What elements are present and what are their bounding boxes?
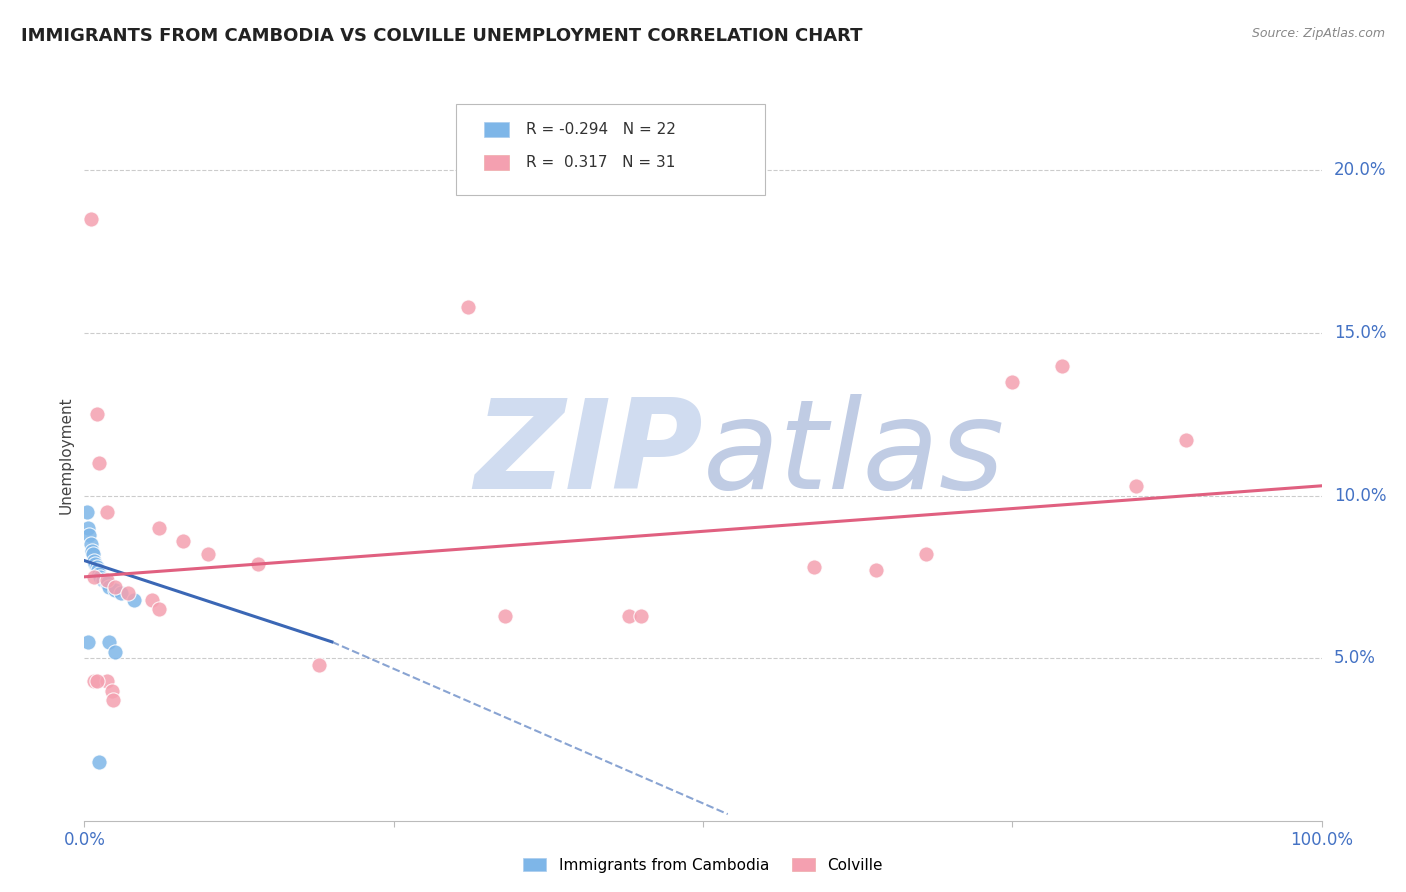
Text: 20.0%: 20.0% [1334,161,1386,179]
Text: ZIP: ZIP [474,394,703,516]
Point [96,576,118,591]
Point [76,505,98,519]
FancyBboxPatch shape [484,122,509,136]
Point [96,673,118,688]
Point [100,683,122,698]
Point [1001,375,1024,389]
Point [630,608,652,623]
Point [1174,434,1197,448]
Point [83,553,105,567]
Point [104,644,127,658]
Point [141,592,163,607]
Point [914,547,936,561]
Point [86,560,108,574]
FancyBboxPatch shape [456,103,765,195]
Point [104,582,127,597]
Point [1125,479,1147,493]
Point [79,527,101,541]
Point [77,635,100,649]
Point [98,580,121,594]
Point [89,456,111,470]
Point [86,673,108,688]
Point [96,573,118,587]
Point [457,300,479,314]
Point [77,521,100,535]
Point [89,570,111,584]
Point [110,586,132,600]
Point [865,563,887,577]
Point [104,580,127,594]
Point [87,563,110,577]
Point [803,560,825,574]
Text: Source: ZipAtlas.com: Source: ZipAtlas.com [1251,27,1385,40]
Text: 10.0%: 10.0% [1334,486,1386,505]
Point [83,673,105,688]
Text: R = -0.294   N = 22: R = -0.294 N = 22 [526,122,676,137]
Point [308,657,330,672]
Point [86,407,108,421]
Point [82,547,104,561]
FancyBboxPatch shape [484,155,509,169]
Text: atlas: atlas [703,394,1005,516]
Y-axis label: Unemployment: Unemployment [58,396,73,514]
Point [617,608,640,623]
Point [172,534,194,549]
Point [98,635,121,649]
Text: 15.0%: 15.0% [1334,324,1386,342]
Point [246,557,269,571]
Text: IMMIGRANTS FROM CAMBODIA VS COLVILLE UNEMPLOYMENT CORRELATION CHART: IMMIGRANTS FROM CAMBODIA VS COLVILLE UNE… [21,27,863,45]
Point [148,602,170,616]
Point [83,570,105,584]
Point [148,521,170,535]
Point [494,608,516,623]
Point [91,573,114,587]
Point [79,212,101,227]
Legend: Immigrants from Cambodia, Colville: Immigrants from Cambodia, Colville [517,852,889,879]
Text: 5.0%: 5.0% [1334,649,1376,667]
Point [122,592,145,607]
Point [117,586,139,600]
Point [1050,359,1073,373]
Point [96,505,118,519]
Point [84,557,107,571]
Point [89,566,111,581]
Point [79,537,101,551]
Point [101,693,124,707]
Point [89,755,111,769]
Point [80,544,103,558]
Point [197,547,219,561]
Text: R =  0.317   N = 31: R = 0.317 N = 31 [526,155,675,169]
